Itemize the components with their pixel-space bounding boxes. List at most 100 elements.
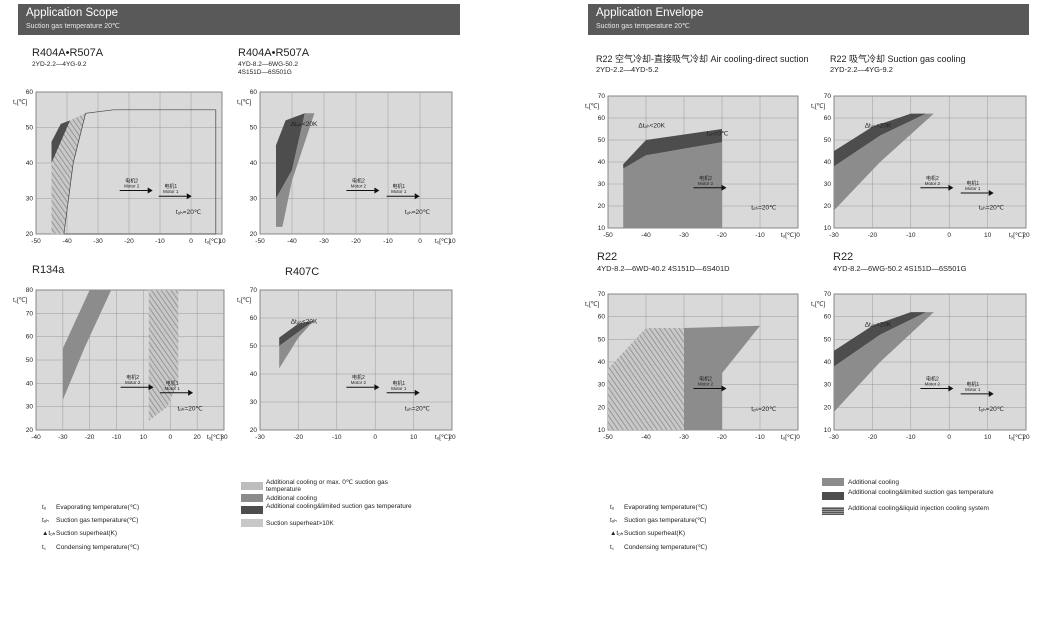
legend-fill-label: Additional cooling&limited suction gas t…: [848, 489, 994, 496]
motor-en-label: Motor 1: [164, 386, 180, 391]
suction-limit-label: tₒₕ<0℃: [707, 131, 729, 138]
x-tick-label: -30: [679, 434, 689, 441]
legend-swatch: [241, 519, 263, 527]
y-tick-label: 40: [598, 359, 606, 366]
y-tick-label: 10: [598, 225, 606, 232]
x-tick-label: -20: [294, 434, 304, 441]
motor-arrow-head: [148, 384, 154, 391]
legend-fill-label: Additional cooling&liquid injection cool…: [848, 505, 989, 512]
x-tick-label: -20: [351, 238, 361, 245]
chart-r407c: -30 -20 -10 0 10 20 20 30 40 50 60 70 tₒ[℃] t꜀[℃] 电机2 M…: [236, 280, 462, 448]
y-tick-label: 20: [250, 427, 258, 434]
y-tick-label: 70: [598, 291, 606, 298]
chart-title: R404A•R507A: [238, 47, 310, 59]
motor-en-label: Motor 1: [965, 186, 981, 191]
y-tick-label: 20: [26, 427, 34, 434]
chart-subtitle: 4S151D—6S501G: [238, 69, 292, 76]
x-tick-label: -30: [319, 238, 329, 245]
motor-arrow-head: [374, 384, 380, 391]
envelope-region: [834, 312, 934, 412]
y-tick-label: 40: [26, 160, 34, 167]
y-tick-label: 70: [824, 291, 832, 298]
x-axis-label: tₒ[℃]: [207, 434, 222, 441]
legend-swatch: [822, 478, 844, 486]
legend-entry: tₒ Evaporating temperature(℃): [42, 504, 140, 511]
x-tick-label: -30: [829, 434, 839, 441]
x-tick-label: -20: [85, 434, 95, 441]
legend-entry: ▲tₒₕSuction superheat(K): [610, 530, 686, 537]
x-tick-label: -10: [755, 232, 765, 239]
envelope-region: [834, 312, 927, 367]
x-axis-label: tₒ[℃]: [205, 238, 220, 245]
motor-arrow-head: [721, 385, 727, 392]
x-tick-label: -50: [603, 434, 613, 441]
chart-r404a-large: -50 -40 -30 -20 -10 0 10 20 30 40 50 60 tₒ[℃] t꜀[℃] 电机…: [236, 82, 462, 252]
y-tick-label: 50: [824, 336, 832, 343]
envelope-region: [684, 325, 760, 430]
motor-cn-label: 电机2: [926, 175, 939, 182]
y-tick-label: 30: [598, 382, 606, 389]
x-axis-label: tₒ[℃]: [781, 434, 796, 441]
y-tick-label: 50: [598, 137, 606, 144]
chart-svg: -30 -20 -10 0 10 20 10 20 30 40 50 60 70 tₒ[℃] t꜀[℃] 电机…: [811, 93, 1030, 239]
x-tick-label: -40: [62, 238, 72, 245]
superheat-label: Δtₒₕ<20K: [865, 123, 892, 130]
y-tick-label: 10: [824, 427, 832, 434]
chart-r404a-small: -50 -40 -30 -20 -10 0 10 20 30 40 50 60 tₒ[℃] t꜀[℃] 电机…: [12, 82, 232, 252]
x-tick-label: 10: [984, 232, 992, 239]
x-tick-label: 20: [1022, 434, 1030, 441]
motor-en-label: Motor 2: [351, 184, 367, 189]
motor-en-label: Motor 1: [163, 189, 179, 194]
suction-temp-label: tₒₕ=20℃: [979, 406, 1005, 413]
x-tick-label: 0: [168, 434, 172, 441]
suction-temp-label: tₒₕ=20℃: [751, 205, 777, 212]
y-tick-label: 60: [26, 89, 34, 96]
x-tick-label: 0: [418, 238, 422, 245]
chart-title: R22 吸气冷却 Suction gas cooling: [830, 54, 966, 64]
motor-cn-label: 电机1: [392, 380, 405, 387]
legend-fill-label: Additional cooling: [848, 479, 899, 486]
motor-cn-label: 电机1: [164, 183, 177, 190]
motor-en-label: Motor 1: [391, 386, 407, 391]
x-tick-label: 0: [947, 434, 951, 441]
legend-entry: tₒₕ Suction gas temperature(℃): [610, 517, 707, 524]
motor-arrow-head: [948, 184, 954, 191]
envelope-region: [148, 290, 179, 421]
motor-en-label: Motor 2: [124, 184, 140, 189]
y-tick-label: 20: [250, 231, 258, 238]
superheat-label: Δtₒₕ<20K: [865, 322, 892, 329]
motor-cn-label: 电机2: [352, 178, 365, 185]
x-tick-label: -20: [868, 232, 878, 239]
x-tick-label: -20: [868, 434, 878, 441]
chart-svg: -50 -40 -30 -20 -10 0 10 20 30 40 50 60 70 tₒ[℃] t꜀[℃]…: [585, 93, 800, 239]
x-tick-label: 20: [448, 434, 456, 441]
x-tick-label: -50: [603, 232, 613, 239]
motor-en-label: Motor 2: [925, 381, 941, 386]
motor-en-label: Motor 2: [925, 181, 941, 186]
x-tick-label: -40: [287, 238, 297, 245]
y-tick-label: 20: [598, 203, 606, 210]
y-axis-label: t꜀[℃]: [13, 99, 27, 106]
motor-arrow-head: [948, 385, 954, 392]
chart-svg: -30 -20 -10 0 10 20 10 20 30 40 50 60 70 tₒ[℃] t꜀[℃] 电机…: [811, 291, 1030, 441]
y-tick-label: 60: [26, 334, 34, 341]
x-tick-label: 0: [796, 434, 800, 441]
y-tick-label: 50: [250, 125, 258, 132]
x-tick-label: -10: [332, 434, 342, 441]
y-tick-label: 30: [250, 196, 258, 203]
y-axis-label: t꜀[℃]: [811, 103, 825, 110]
legend-swatch: [822, 507, 844, 515]
y-tick-label: 50: [26, 357, 34, 364]
x-tick-label: 0: [373, 434, 377, 441]
y-tick-label: 20: [824, 203, 832, 210]
motor-cn-label: 电机2: [699, 175, 712, 182]
